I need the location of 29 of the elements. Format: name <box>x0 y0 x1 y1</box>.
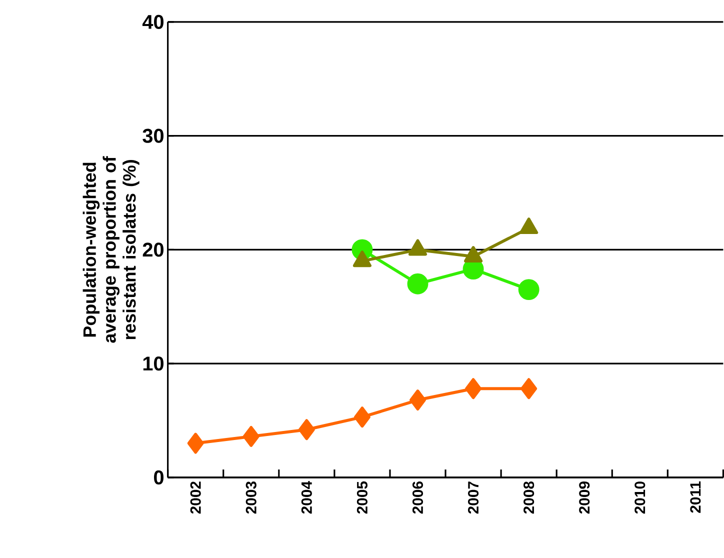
point <box>464 246 483 262</box>
x-tick-label: 2011 <box>690 481 701 513</box>
point <box>298 418 315 440</box>
point <box>518 278 540 300</box>
x-tick-label: 2007 <box>468 481 479 514</box>
point <box>408 239 428 256</box>
x-tick-label: 2008 <box>524 481 534 514</box>
x-tick-label: 2003 <box>246 481 256 514</box>
x-tick-label: 2010 <box>634 481 646 514</box>
point <box>465 378 482 399</box>
point <box>520 378 538 399</box>
point <box>242 426 260 447</box>
point <box>187 432 204 454</box>
x-tick-label: 2006 <box>412 481 424 514</box>
y-tick-label: 40 <box>142 14 164 29</box>
y-tick-label: 0 <box>154 470 164 484</box>
point <box>410 389 426 410</box>
point <box>407 273 428 294</box>
y-tick-label: 10 <box>143 356 164 370</box>
y-axis-title: Population-weighted average proportion of resistant isolates (%) <box>82 156 140 343</box>
point <box>352 250 372 267</box>
point <box>354 406 370 428</box>
y-tick-label: 20 <box>142 242 164 257</box>
x-tick-label: 2004 <box>301 480 312 514</box>
point <box>520 217 538 234</box>
x-tick-label: 2009 <box>579 481 590 514</box>
y-tick-label: 30 <box>142 128 164 143</box>
x-tick-label: 2005 <box>356 481 368 514</box>
x-tick-label: 2002 <box>190 481 201 514</box>
